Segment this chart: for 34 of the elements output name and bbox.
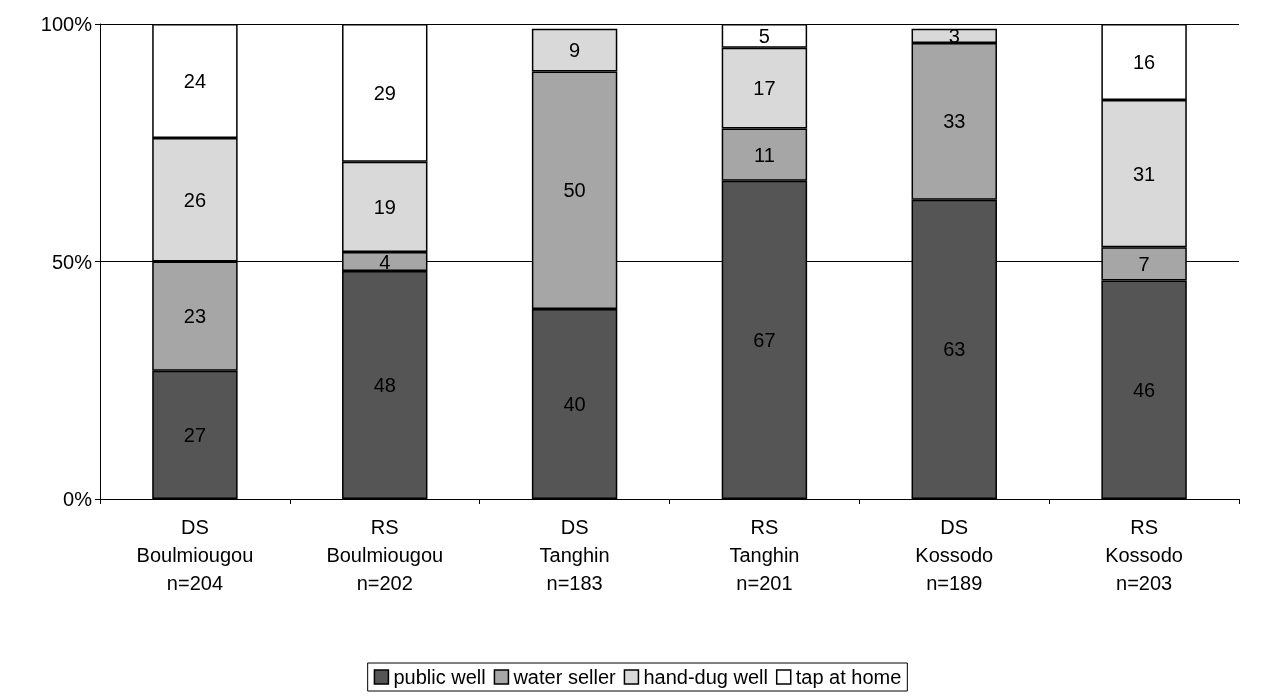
- data-label: 19: [373, 195, 396, 218]
- legend-label: tap at home: [795, 666, 902, 688]
- data-label: 50: [563, 179, 586, 202]
- data-label: 40: [563, 393, 586, 415]
- data-label: 26: [183, 188, 207, 211]
- data-label: 7: [1138, 252, 1150, 275]
- x-tick-label: RS Kossodo n=203: [1105, 516, 1184, 594]
- data-label: 17: [753, 77, 776, 100]
- y-tick-label: 50%: [51, 250, 93, 273]
- data-label: 63: [943, 338, 966, 361]
- data-label: 4: [379, 250, 391, 273]
- x-tick-label: DS Kossodo n=189: [915, 516, 994, 594]
- data-label: 5: [758, 24, 770, 47]
- legend-label: hand-dug well: [643, 666, 768, 688]
- data-label: 23: [183, 305, 207, 328]
- legend-label: public well: [393, 666, 486, 688]
- x-tick-label: RS Tanghin n=201: [729, 516, 800, 594]
- data-label: 48: [373, 374, 396, 396]
- data-label: 9: [569, 39, 581, 62]
- data-label: 16: [1132, 51, 1156, 73]
- legend-label: water seller: [512, 666, 617, 688]
- data-label: 29: [373, 81, 396, 104]
- x-tick-label: RS Boulmiougou n=202: [326, 516, 444, 594]
- x-tick-label: DS Tanghin n=183: [539, 516, 610, 594]
- data-label: 33: [943, 110, 966, 133]
- data-label: 31: [1132, 162, 1156, 185]
- data-label: 46: [1132, 378, 1156, 401]
- data-label: 27: [183, 423, 207, 446]
- data-label: 67: [753, 328, 776, 351]
- y-tick-label: 100%: [40, 13, 93, 35]
- y-tick-label: 0%: [63, 488, 93, 510]
- data-label: 24: [183, 70, 207, 92]
- x-tick-label: DS Boulmiougou n=204: [136, 516, 254, 594]
- data-label: 11: [754, 143, 775, 166]
